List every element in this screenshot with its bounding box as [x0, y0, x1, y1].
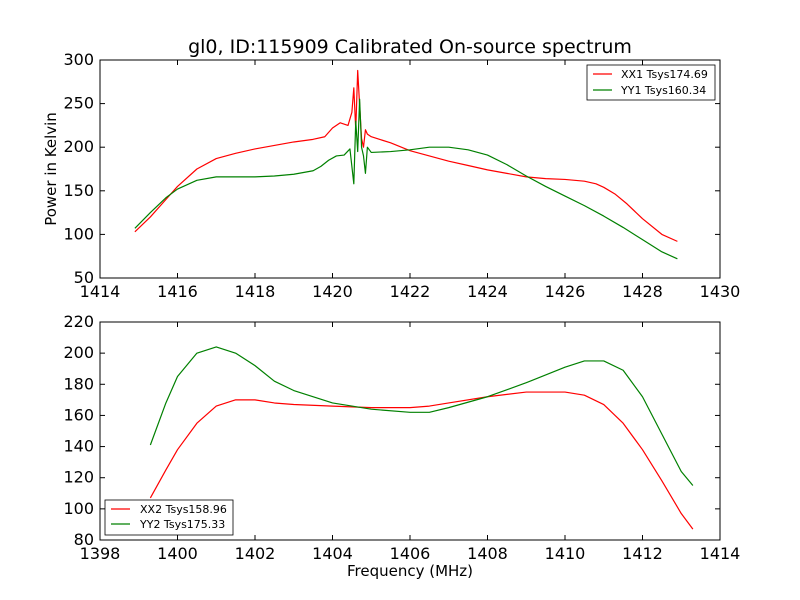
top-x-tick-label: 1426	[545, 282, 586, 301]
top-x-tick-label: 1428	[622, 282, 663, 301]
top-x-tick-label: 1424	[467, 282, 508, 301]
top-series-line-1	[134, 98, 678, 260]
bottom-x-tick-label: 1404	[312, 544, 353, 563]
bottom-series-group	[149, 346, 694, 530]
top-y-tick-label: 150	[63, 181, 94, 200]
bottom-x-axis-label: Frequency (MHz)	[347, 562, 473, 580]
bottom-x-tick-label: 1402	[235, 544, 276, 563]
top-y-tick-label: 50	[74, 268, 94, 287]
bottom-x-tick-label: 1408	[467, 544, 508, 563]
top-y-tick-label: 250	[63, 94, 94, 113]
bottom-legend-label-yy2: YY2 Tsys175.33	[139, 518, 225, 531]
bottom-series-line-1	[149, 346, 694, 486]
bottom-y-tick-label: 180	[63, 374, 94, 393]
bottom-y-tick-label: 80	[74, 530, 94, 549]
bottom-y-tick-label: 140	[63, 437, 94, 456]
top-x-tick-label: 1422	[390, 282, 431, 301]
top-x-tick-label: 1414	[80, 282, 121, 301]
top-series-group	[134, 69, 678, 260]
top-legend: XX1 Tsys174.69 YY1 Tsys160.34	[586, 64, 716, 101]
bottom-y-tick-label: 160	[63, 405, 94, 424]
top-legend-box	[586, 64, 716, 101]
top-x-tick-label: 1416	[157, 282, 198, 301]
bottom-y-tick-label: 120	[63, 468, 94, 487]
chart-title: gl0, ID:115909 Calibrated On-source spec…	[188, 36, 632, 58]
top-y-axis-label: Power in Kelvin	[42, 112, 60, 226]
bottom-panel: 1398 1400 1402 1404 1406 1408 1410 1412 1414 80 10…	[63, 312, 740, 580]
top-y-tick-label: 100	[63, 224, 94, 243]
bottom-x-tick-label: 1400	[157, 544, 198, 563]
bottom-series-line-0	[149, 391, 694, 530]
top-x-tick-label: 1418	[235, 282, 276, 301]
bottom-x-tick-label: 1412	[622, 544, 663, 563]
bottom-legend-box	[104, 499, 234, 536]
bottom-legend-label-xx2: XX2 Tsys158.96	[140, 503, 227, 516]
bottom-y-tick-label: 200	[63, 343, 94, 362]
bottom-x-tick-label: 1410	[545, 544, 586, 563]
bottom-x-tick-label: 1414	[700, 544, 741, 563]
top-y-tick-label: 300	[63, 50, 94, 69]
top-x-tick-label: 1420	[312, 282, 353, 301]
bottom-ticks-group: 1398 1400 1402 1404 1406 1408 1410 1412 1414 80 10…	[63, 312, 740, 563]
top-y-tick-label: 200	[63, 137, 94, 156]
top-ticks-group: 1414 1416 1418 1420 1422 1424 1426 1428 1430 50 10…	[63, 50, 740, 301]
top-panel: 1414 1416 1418 1420 1422 1424 1426 1428 1430 50 10…	[42, 50, 740, 301]
bottom-x-tick-label: 1398	[80, 544, 121, 563]
top-x-tick-label: 1430	[700, 282, 741, 301]
bottom-y-tick-label: 220	[63, 312, 94, 331]
top-legend-label-yy1: YY1 Tsys160.34	[620, 84, 706, 97]
bottom-y-tick-label: 100	[63, 499, 94, 518]
top-series-line-0	[134, 69, 678, 242]
bottom-x-tick-label: 1406	[390, 544, 431, 563]
top-legend-label-xx1: XX1 Tsys174.69	[621, 68, 708, 81]
bottom-legend: XX2 Tsys158.96 YY2 Tsys175.33	[104, 499, 234, 536]
